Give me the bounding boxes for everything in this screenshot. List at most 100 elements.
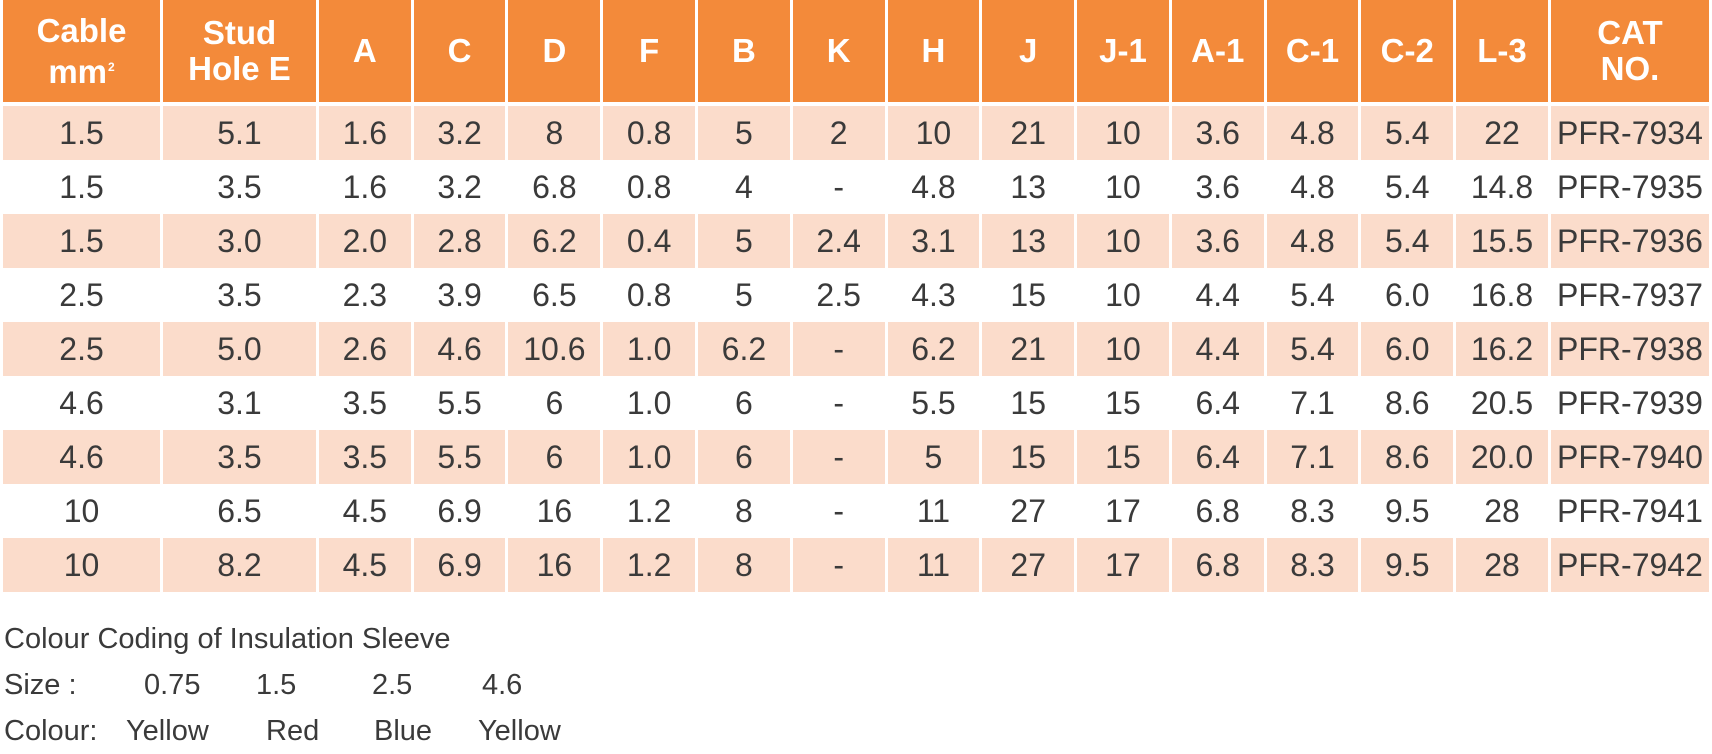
cell-l3: 16.8 — [1456, 268, 1548, 322]
cell-cat-no: PFR-7934 — [1550, 106, 1709, 160]
cell-a: 4.5 — [318, 484, 411, 538]
cell-k: 2.5 — [792, 268, 885, 322]
cell-a1: 6.8 — [1171, 538, 1264, 592]
legend-size-value: 2.5 — [372, 669, 413, 701]
cell-cable-mm2: 2.5 — [3, 268, 161, 322]
cell-cat-no: PFR-7938 — [1550, 322, 1709, 376]
cell-d: 6.8 — [508, 160, 601, 214]
cell-l3: 28 — [1456, 484, 1548, 538]
cell-j1: 17 — [1077, 484, 1169, 538]
cell-c2: 8.6 — [1361, 430, 1454, 484]
cell-f: 0.8 — [603, 160, 696, 214]
cell-c2: 6.0 — [1361, 322, 1454, 376]
cell-j1: 15 — [1077, 376, 1169, 430]
cell-c: 3.2 — [413, 106, 506, 160]
cell-k: 2 — [792, 106, 885, 160]
cell-c2: 9.5 — [1361, 538, 1454, 592]
cell-h: 11 — [887, 538, 980, 592]
col-header-a: A — [318, 0, 411, 102]
cell-f: 1.2 — [603, 538, 696, 592]
col-header-stud-hole: Stud Hole E — [163, 0, 316, 102]
cell-j1: 10 — [1077, 214, 1169, 268]
cell-c1: 5.4 — [1266, 322, 1359, 376]
cell-f: 0.8 — [603, 268, 696, 322]
cell-b: 4 — [698, 160, 790, 214]
cell-a1: 3.6 — [1171, 160, 1264, 214]
cell-b: 6 — [698, 376, 790, 430]
cell-a: 3.5 — [318, 376, 411, 430]
cell-cable-mm2: 2.5 — [3, 322, 161, 376]
cell-cable-mm2: 10 — [3, 484, 161, 538]
cell-a1: 3.6 — [1171, 214, 1264, 268]
legend-size-label: Size : — [4, 669, 77, 701]
cell-c1: 7.1 — [1266, 376, 1359, 430]
cell-cat-no: PFR-7935 — [1550, 160, 1709, 214]
cell-k: - — [792, 538, 885, 592]
cell-c1: 4.8 — [1266, 106, 1359, 160]
cell-j1: 17 — [1077, 538, 1169, 592]
cell-stud-hole-e: 5.1 — [163, 106, 316, 160]
cell-f: 1.0 — [603, 430, 696, 484]
cell-h: 10 — [887, 106, 980, 160]
cable-lug-spec-table: Cable mm2 Stud Hole E A C D F B K H J J-… — [3, 0, 1709, 592]
cell-c1: 4.8 — [1266, 214, 1359, 268]
col-header-c1: C-1 — [1266, 0, 1359, 102]
table-row: 1.5 3.0 2.0 2.8 6.2 0.4 5 2.4 3.1 13 10 3.6 4.8 5.4 15… — [3, 214, 1709, 268]
cell-d: 10.6 — [508, 322, 601, 376]
col-header-d: D — [508, 0, 601, 102]
legend-colour-label: Colour: — [4, 715, 98, 747]
cell-j: 15 — [982, 268, 1075, 322]
legend-size-value: 0.75 — [144, 669, 201, 701]
legend-size-value: 1.5 — [256, 669, 297, 701]
cell-stud-hole-e: 3.5 — [163, 268, 316, 322]
table-row: 2.5 5.0 2.6 4.6 10.6 1.0 6.2-6.2 21 10 4.4 5.4 6.0 1… — [3, 322, 1709, 376]
cell-a1: 4.4 — [1171, 322, 1264, 376]
table-row: 1.5 3.5 1.6 3.2 6.8 0.8 4-4.8 13 10 3.6 4.8 5.4 14.8… — [3, 160, 1709, 214]
cell-a: 4.5 — [318, 538, 411, 592]
cell-c1: 8.3 — [1266, 538, 1359, 592]
cell-j: 13 — [982, 160, 1075, 214]
cell-j1: 10 — [1077, 268, 1169, 322]
col-header-cable-sup: 2 — [108, 59, 115, 74]
legend-colour-value: Blue — [374, 715, 433, 747]
cell-l3: 20.0 — [1456, 430, 1548, 484]
cell-f: 1.0 — [603, 376, 696, 430]
cell-h: 4.8 — [887, 160, 980, 214]
cell-j1: 10 — [1077, 322, 1169, 376]
cell-j1: 15 — [1077, 430, 1169, 484]
col-header-j: J — [982, 0, 1075, 102]
cell-cable-mm2: 4.6 — [3, 376, 161, 430]
cell-d: 8 — [508, 106, 601, 160]
cell-c2: 6.0 — [1361, 268, 1454, 322]
table-row: 4.6 3.5 3.5 5.5 6 1.0 6-5 15 15 6.4 7.1 8.6 20.0 PFR-… — [3, 430, 1709, 484]
cell-stud-hole-e: 3.0 — [163, 214, 316, 268]
cell-c1: 7.1 — [1266, 430, 1359, 484]
cell-c1: 8.3 — [1266, 484, 1359, 538]
cell-cat-no: PFR-7939 — [1550, 376, 1709, 430]
cell-stud-hole-e: 3.1 — [163, 376, 316, 430]
cell-h: 6.2 — [887, 322, 980, 376]
table-row: 10 6.5 4.5 6.9 16 1.2 8-11 27 17 6.8 8.3 9.5 28 PFR-7… — [3, 484, 1709, 538]
cell-a1: 4.4 — [1171, 268, 1264, 322]
cell-cat-no: PFR-7936 — [1550, 214, 1709, 268]
cell-k: 2.4 — [792, 214, 885, 268]
cell-b: 5 — [698, 214, 790, 268]
cell-b: 6.2 — [698, 322, 790, 376]
header-row: Cable mm2 Stud Hole E A C D F B K H J J-… — [3, 0, 1709, 102]
col-header-stud-line2: Hole E — [188, 50, 291, 87]
cell-j1: 10 — [1077, 106, 1169, 160]
cell-c2: 9.5 — [1361, 484, 1454, 538]
cell-c: 5.5 — [413, 376, 506, 430]
cell-c: 3.2 — [413, 160, 506, 214]
cell-b: 6 — [698, 430, 790, 484]
col-header-cable-line1: Cable — [36, 11, 127, 49]
col-header-a1: A-1 — [1171, 0, 1264, 102]
cell-d: 16 — [508, 538, 601, 592]
col-header-k: K — [792, 0, 885, 102]
col-header-b: B — [698, 0, 790, 102]
cell-c: 6.9 — [413, 484, 506, 538]
cell-b: 8 — [698, 538, 790, 592]
cell-stud-hole-e: 5.0 — [163, 322, 316, 376]
col-header-j1: J-1 — [1077, 0, 1169, 102]
cell-cat-no: PFR-7942 — [1550, 538, 1709, 592]
